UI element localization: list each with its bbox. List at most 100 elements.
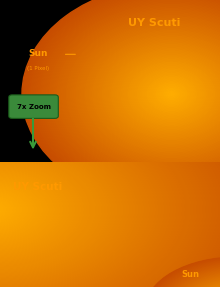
Circle shape — [162, 87, 181, 101]
Text: UY Scuti: UY Scuti — [128, 18, 180, 28]
Circle shape — [26, 0, 220, 201]
Circle shape — [24, 0, 220, 203]
Circle shape — [0, 120, 147, 287]
Circle shape — [0, 139, 114, 280]
Circle shape — [0, 105, 173, 287]
Circle shape — [0, 53, 220, 287]
Circle shape — [132, 65, 211, 123]
Circle shape — [33, 0, 220, 196]
Text: Sun: Sun — [181, 270, 199, 279]
Circle shape — [0, 65, 220, 287]
Circle shape — [0, 60, 220, 287]
Circle shape — [0, 92, 197, 287]
Circle shape — [186, 280, 220, 287]
Circle shape — [0, 44, 220, 287]
Circle shape — [156, 263, 220, 287]
Circle shape — [0, 147, 99, 272]
Circle shape — [0, 174, 51, 245]
Circle shape — [160, 265, 220, 287]
Circle shape — [174, 274, 220, 287]
Circle shape — [0, 76, 220, 287]
Circle shape — [150, 260, 220, 287]
Circle shape — [173, 273, 220, 287]
Circle shape — [54, 7, 220, 181]
Circle shape — [58, 10, 220, 178]
Circle shape — [0, 58, 220, 287]
Circle shape — [114, 51, 220, 137]
Circle shape — [0, 83, 212, 287]
Circle shape — [179, 276, 220, 287]
Circle shape — [170, 93, 174, 96]
Circle shape — [0, 88, 203, 287]
Circle shape — [0, 146, 102, 274]
Circle shape — [106, 46, 220, 142]
Circle shape — [0, 56, 220, 287]
Circle shape — [153, 262, 220, 287]
Circle shape — [0, 75, 220, 287]
Circle shape — [69, 18, 220, 170]
Circle shape — [63, 14, 220, 174]
Circle shape — [0, 115, 155, 287]
Circle shape — [166, 90, 177, 98]
Circle shape — [0, 78, 220, 287]
Circle shape — [0, 102, 179, 287]
Circle shape — [191, 283, 220, 287]
Circle shape — [0, 66, 220, 287]
Circle shape — [0, 162, 72, 257]
Circle shape — [182, 278, 220, 287]
Circle shape — [171, 272, 220, 287]
Circle shape — [0, 48, 220, 287]
Circle shape — [0, 179, 42, 240]
Circle shape — [154, 262, 220, 287]
Circle shape — [194, 285, 220, 287]
Circle shape — [163, 267, 220, 287]
Circle shape — [148, 258, 220, 287]
Circle shape — [142, 72, 202, 116]
Circle shape — [143, 73, 200, 115]
Circle shape — [0, 107, 170, 287]
Circle shape — [78, 25, 220, 163]
Circle shape — [0, 134, 123, 286]
Circle shape — [42, 0, 220, 189]
Circle shape — [165, 268, 220, 287]
Circle shape — [0, 172, 54, 247]
Circle shape — [0, 189, 25, 230]
Text: 7x Zoom: 7x Zoom — [16, 104, 51, 110]
Circle shape — [0, 194, 16, 225]
Circle shape — [0, 98, 185, 287]
Circle shape — [168, 91, 175, 97]
Circle shape — [88, 32, 220, 156]
Circle shape — [0, 85, 209, 287]
Circle shape — [0, 130, 128, 287]
Text: UY Scuti: UY Scuti — [13, 182, 62, 192]
Circle shape — [147, 76, 196, 112]
Circle shape — [73, 21, 220, 167]
Circle shape — [0, 51, 220, 287]
Circle shape — [134, 67, 209, 122]
Circle shape — [0, 161, 75, 259]
Circle shape — [0, 183, 37, 236]
Circle shape — [91, 35, 220, 153]
Circle shape — [0, 152, 90, 267]
Circle shape — [0, 188, 28, 232]
Circle shape — [0, 166, 66, 253]
Circle shape — [155, 82, 189, 106]
Circle shape — [0, 186, 31, 233]
Circle shape — [161, 266, 220, 287]
Circle shape — [127, 61, 216, 127]
Circle shape — [0, 184, 34, 235]
Circle shape — [95, 38, 220, 151]
Circle shape — [99, 40, 220, 148]
Circle shape — [0, 176, 48, 243]
Circle shape — [0, 181, 40, 238]
Circle shape — [0, 142, 108, 277]
Circle shape — [175, 274, 220, 287]
Circle shape — [0, 95, 191, 287]
Circle shape — [166, 269, 220, 287]
Circle shape — [0, 196, 13, 223]
Circle shape — [0, 125, 138, 287]
Circle shape — [195, 285, 220, 287]
Circle shape — [151, 79, 192, 109]
Circle shape — [39, 0, 220, 192]
Circle shape — [0, 55, 220, 287]
